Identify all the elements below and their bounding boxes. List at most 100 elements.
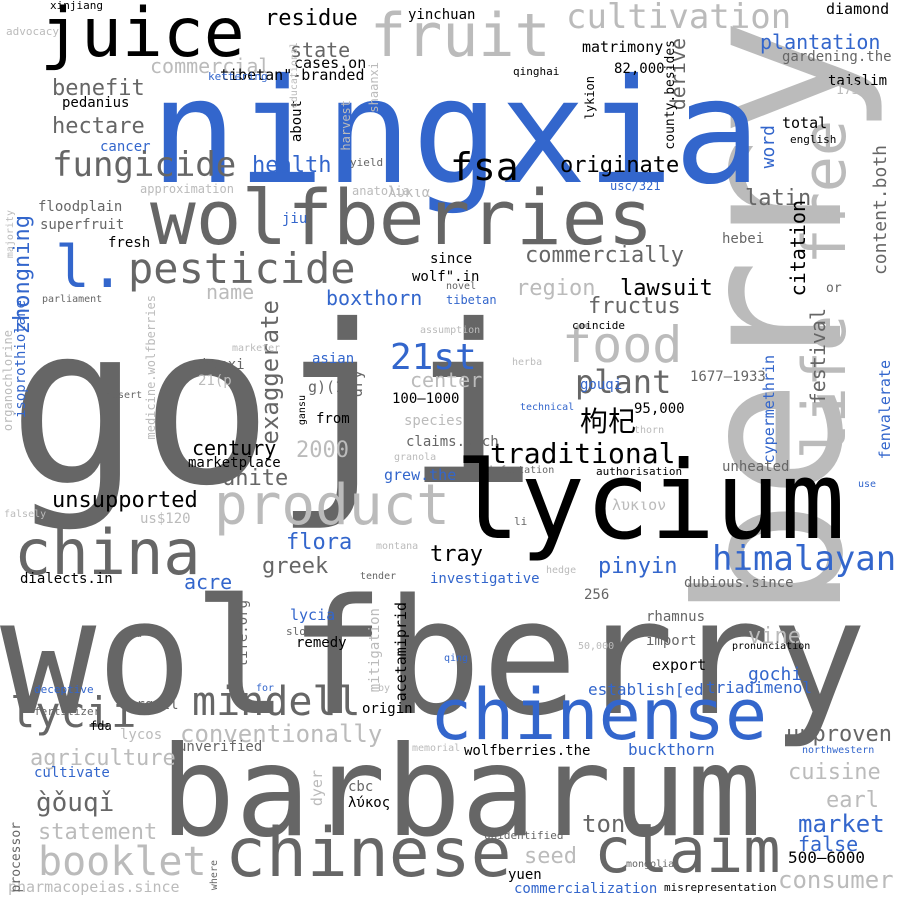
word-acre: acre [184, 570, 233, 594]
word-1730s: 1730s [836, 83, 876, 98]
word-deceptive: deceptive [34, 683, 94, 696]
word-authorisation: authorisation [596, 465, 683, 478]
word-pharmacopeias-since: pharmacopeias.since [8, 878, 180, 896]
word-kettering: kettering [208, 70, 268, 83]
word-matrimony: matrimony [582, 38, 664, 56]
word-fda: fda [90, 719, 112, 733]
word-1677-1933: 1677–1933 [690, 369, 766, 385]
word-conventionally: conventionally [180, 720, 383, 748]
word-processor: processor [9, 822, 24, 893]
word-market: market [798, 810, 885, 838]
word-word: word [758, 125, 779, 169]
word-gouqi-hanzi: 枸杞 [580, 405, 637, 438]
word-commercialization: commercialization [514, 881, 658, 897]
word-asian: asian [312, 351, 355, 367]
word-hebei: hebei [722, 231, 765, 247]
word-herba: herba [512, 357, 543, 368]
word-tray: tray [430, 542, 483, 567]
word-china: china [14, 516, 201, 589]
word-exaggerate: exaggerate [256, 300, 284, 445]
word-commercial: commercial [150, 54, 271, 78]
word-gansu: gansu [297, 395, 308, 426]
word-plantation: plantation [760, 30, 881, 54]
word-lycos: lycos [120, 727, 163, 743]
word-dry: dry [348, 370, 366, 398]
word-500-6000: 500–6000 [788, 848, 866, 867]
word-fsa: fsa [450, 145, 519, 189]
word-consumer: consumer [778, 866, 894, 894]
word-mu: mu [130, 629, 143, 640]
word-ningxia: ningxia [150, 48, 762, 217]
word-fructus: fructus [588, 294, 681, 319]
word-species: species [404, 413, 464, 429]
word-chinense: chinense [430, 674, 768, 756]
word-educational: educational [289, 42, 300, 109]
word-82000: 82,000 [614, 61, 665, 77]
word-lycium: lycium [455, 439, 846, 564]
word-export: export [652, 656, 707, 674]
word-desert: desert [106, 390, 143, 401]
word-medicine-wolfberries: medicine.wolfberries [144, 295, 158, 440]
word-since: since [430, 251, 473, 267]
word-seed: seed [524, 844, 577, 869]
word-sloan: sloan [286, 625, 320, 638]
word-unite: unite [222, 466, 289, 491]
word-lykion-greek: λυκιον [612, 496, 667, 514]
word-for: for [256, 683, 275, 694]
word-triadimenol: triadimenol [706, 678, 812, 697]
word-product: product [214, 473, 451, 538]
word-claim: claim [594, 814, 781, 887]
word-use: use [858, 479, 877, 490]
word-shanxi: shanxi [194, 357, 245, 373]
word-unsupported: unsupported [52, 488, 198, 513]
word-wolfberries: wolfberries [150, 173, 654, 262]
word-misrepresentation: misrepresentation [664, 881, 777, 894]
word-taislim: taislim [828, 73, 888, 89]
word-fresh: fresh [108, 235, 151, 251]
word-diamond: diamond [826, 0, 890, 18]
word-lykos-greek: λύκος [348, 795, 391, 811]
word-pedanius: pedanius [62, 95, 130, 111]
word-isoprothiolane: isoprothiolane [13, 300, 29, 419]
word-earl: earl [826, 788, 879, 813]
word-dyer: dyer [308, 770, 326, 807]
word-yinchuan: yinchuan [408, 7, 476, 23]
word-hedge: hedge [546, 565, 577, 576]
word-latin: latin [745, 186, 812, 211]
word-qinghai: qinghai [513, 65, 560, 78]
word-region: region [516, 276, 596, 301]
word-anatolia: anatolia [352, 184, 410, 198]
word-traditional: traditional [490, 437, 676, 470]
word-mitigation: mitigation [367, 608, 383, 693]
word-approximation: approximation [140, 182, 234, 196]
word-lykia-greek: λυκια [388, 185, 431, 201]
word-benefit: benefit [52, 76, 145, 101]
word-dialects-in: dialects.in [20, 571, 113, 587]
word-cases-on: cases.on [294, 54, 367, 72]
word-claims-such: claims.such [406, 434, 499, 450]
word-xinjiang: xinjiang [50, 0, 103, 12]
word-remedy: remedy [296, 635, 347, 651]
word-from: from [316, 411, 350, 427]
word-barbarum: barbarum [160, 720, 763, 865]
word-food: food [562, 316, 683, 374]
word-tibetan-branded: tibetan"-branded [220, 66, 365, 84]
word-mongolia: mongolia [626, 859, 675, 870]
word-advocacy: advocacy [6, 25, 59, 38]
word-originate: originate [560, 153, 680, 178]
word-harvest: harvest [339, 100, 353, 151]
word-cuisine: cuisine [788, 760, 881, 785]
word-unheated: unheated [722, 459, 790, 475]
word-100-1000: 100–1000 [392, 391, 460, 407]
word-argyll: argyll [128, 697, 179, 713]
word-floodplain: floodplain [38, 199, 123, 215]
word-wolf-in: wolf".in [412, 269, 480, 285]
word-citation: citation [786, 200, 810, 297]
word-import: import [646, 633, 697, 649]
word-li: li [514, 515, 528, 528]
word-state: state [290, 38, 351, 62]
word-cancer: cancer [100, 139, 151, 155]
word-buckthorn: buckthorn [628, 740, 715, 759]
word-hectare: hectare [52, 114, 145, 139]
